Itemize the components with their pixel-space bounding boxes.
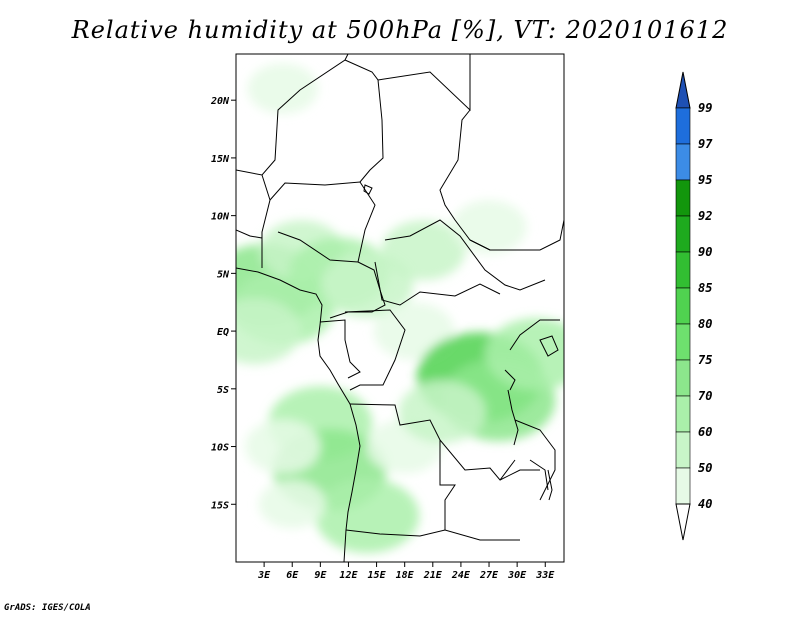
colorbar-label: 92 xyxy=(698,209,712,223)
humidity-blob xyxy=(398,380,486,444)
colorbar-segment xyxy=(675,359,691,397)
humidity-blob xyxy=(247,63,319,114)
border-sudan xyxy=(439,109,491,251)
lon-tick-label: 24E xyxy=(451,570,471,581)
border-west-2 xyxy=(261,174,271,268)
border-west-3 xyxy=(236,229,263,239)
colorbar-label: 50 xyxy=(698,461,712,475)
colorbar-segment xyxy=(675,215,691,253)
grads-credit: GrADS: IGES/COLA xyxy=(4,603,91,613)
lon-tick-label: 3E xyxy=(257,570,271,581)
colorbar-label: 60 xyxy=(698,425,712,439)
border-east-sudan xyxy=(469,219,564,251)
border-nigeria xyxy=(277,231,359,263)
colorbar-label: 70 xyxy=(698,389,712,403)
lat-tick-label: 10S xyxy=(211,443,229,454)
colorbar-segment xyxy=(675,431,691,469)
humidity-field xyxy=(236,63,564,554)
lake-malawi xyxy=(547,469,553,501)
map-frame xyxy=(235,53,565,563)
lon-tick-label: 12E xyxy=(339,570,358,581)
lat-tick-label: 15S xyxy=(211,500,229,511)
colorbar-segment xyxy=(675,323,691,361)
lake-chad xyxy=(363,184,373,195)
lake-tanganyika xyxy=(507,389,519,446)
lat-tick-label: 5N xyxy=(217,269,230,280)
colorbar-segment xyxy=(675,395,691,433)
colorbar-label: 40 xyxy=(698,497,712,511)
colorbar-label: 90 xyxy=(698,245,712,259)
humidity-blob xyxy=(258,480,326,529)
humidity-blob xyxy=(373,302,455,360)
lon-tick-label: 27E xyxy=(479,570,499,581)
border-angola-zambia xyxy=(439,440,456,530)
border-zambia-east xyxy=(499,469,540,481)
country-borders xyxy=(236,54,564,562)
border-car xyxy=(384,219,546,291)
lat-tick-label: EQ xyxy=(217,327,229,338)
lon-tick-label: 18E xyxy=(396,570,415,581)
colorbar-label: 85 xyxy=(698,281,712,295)
colorbar-segment xyxy=(675,107,691,145)
colorbar-segment xyxy=(675,287,691,325)
lon-tick-label: 9E xyxy=(314,570,327,581)
humidity-blob xyxy=(315,478,420,554)
lat-tick-label: 5S xyxy=(217,385,229,396)
border-chad-sudan xyxy=(344,59,384,183)
colorbar-bottom-arrow xyxy=(675,503,691,541)
lon-tick-label: 6E xyxy=(286,570,299,581)
page-title: Relative humidity at 500hPa [%], VT: 202… xyxy=(71,16,729,44)
colorbar-segment xyxy=(675,179,691,217)
border-uganda xyxy=(509,319,560,351)
lat-tick-label: 10N xyxy=(211,212,230,223)
colorbar-label: 97 xyxy=(698,137,713,151)
border-sudan-libya xyxy=(377,54,471,112)
colorbar-segment xyxy=(675,467,691,505)
lat-tick-label: 20N xyxy=(210,96,230,107)
humidity-blob xyxy=(381,220,466,281)
latitude-axis: 20N 15N 10N 5N EQ 5S 10S 15S xyxy=(210,96,236,511)
lat-tick-label: 15N xyxy=(211,154,230,165)
border-rwanda xyxy=(504,369,516,391)
humidity-blob xyxy=(245,419,321,474)
colorbar-label: 80 xyxy=(698,317,712,331)
border-congo xyxy=(344,309,406,391)
colorbar-top-arrow xyxy=(675,71,691,109)
lon-tick-label: 15E xyxy=(368,570,387,581)
humidity-blob xyxy=(485,318,564,391)
border-car-south xyxy=(374,261,501,306)
colorbar-label: 75 xyxy=(698,353,712,367)
humidity-blob xyxy=(236,298,301,365)
colorbar-label: 99 xyxy=(698,101,712,115)
humidity-blob xyxy=(451,200,527,255)
lon-tick-label: 33E xyxy=(535,570,555,581)
colorbar-label: 95 xyxy=(698,173,712,187)
coastline xyxy=(236,267,361,562)
lon-tick-label: 30E xyxy=(507,570,527,581)
border-gabon xyxy=(319,319,361,379)
colorbar-segment xyxy=(675,251,691,289)
lon-tick-label: 21E xyxy=(423,570,443,581)
lake-victoria xyxy=(539,335,559,357)
border-malawi xyxy=(529,459,549,491)
longitude-axis: 3E 6E 9E 12E 15E 18E 21E 24E 27E 30E 33E xyxy=(257,562,555,581)
colorbar-segment xyxy=(675,143,691,181)
border-namibia xyxy=(345,529,520,541)
colorbar: 99 97 95 92 90 85 80 75 70 60 50 40 xyxy=(675,71,713,541)
